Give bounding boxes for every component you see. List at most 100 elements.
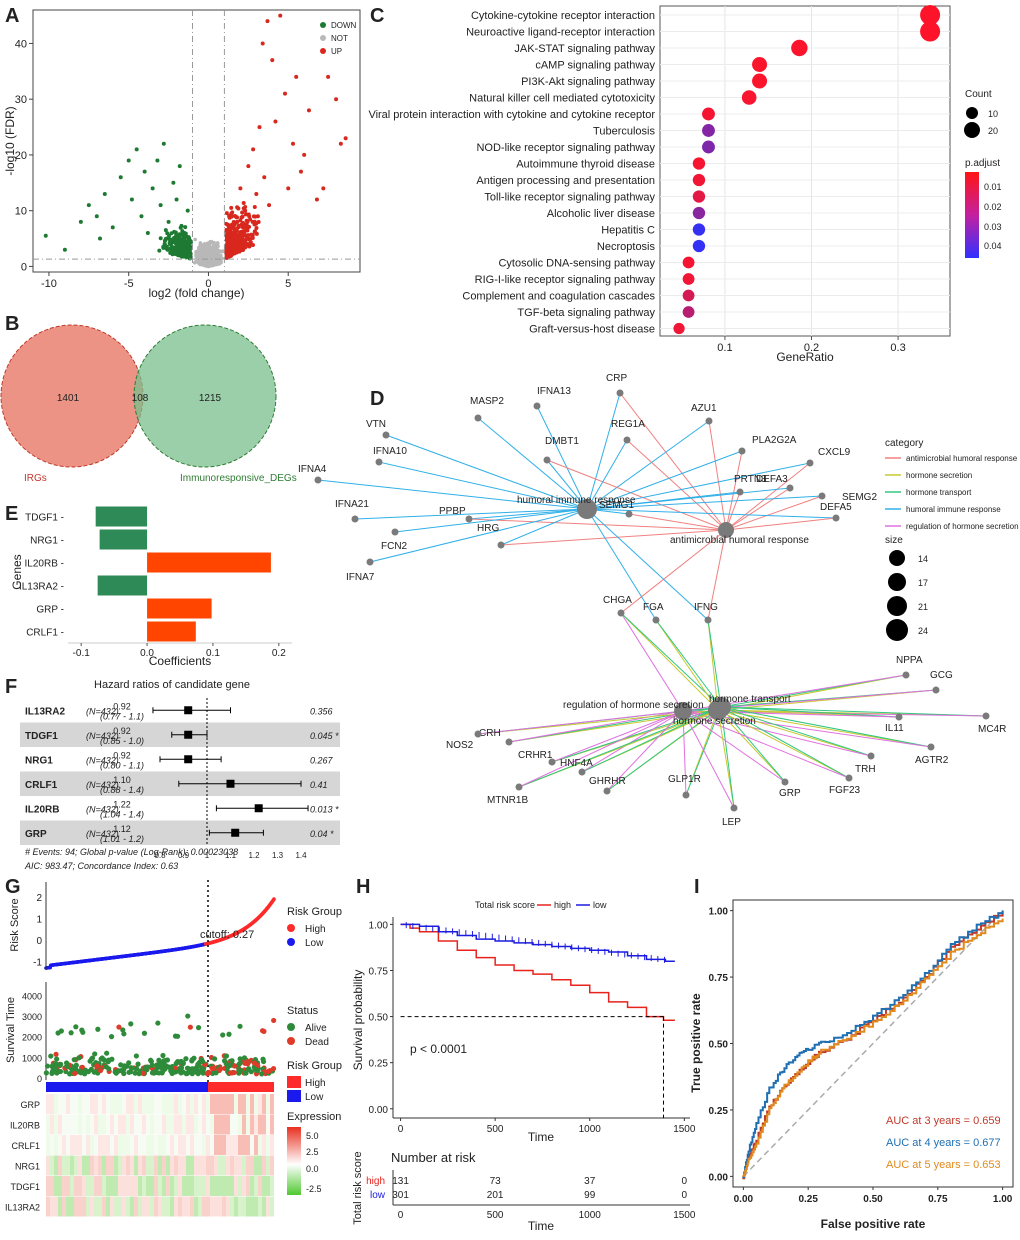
point-down [179,223,184,228]
gene-node [474,730,482,738]
point-not [208,239,213,244]
term-dot [702,107,715,121]
heatmap-cell [122,1114,126,1135]
point-down [102,191,107,196]
point-down [175,233,180,238]
survival-point [89,1055,96,1061]
coef-bar [147,621,196,642]
heatmap-cell [210,1155,214,1176]
gene-label: IL13RA2 - [19,582,64,593]
heatmap-cell [166,1114,170,1135]
heatmap-cell [262,1155,266,1176]
heatmap-cell [190,1094,194,1114]
heatmap-cell [86,1114,90,1135]
heatmap-cell [218,1135,222,1155]
y-axis-label: True positive rate [689,993,703,1093]
y-tick-label: 0.50 [709,1040,729,1051]
heatmap-cell [214,1155,218,1176]
point-down [182,234,187,239]
venn-label-irgs: IRGs [24,473,47,484]
y-tick-label: 0.00 [369,1105,389,1116]
gene-node [895,713,903,721]
network-edge [682,710,735,809]
heatmap-cell [62,1176,66,1196]
heatmap-cell [174,1155,178,1176]
gene-node [623,436,631,444]
term-label: Tuberculosis [593,126,655,138]
heatmap-cell [170,1176,174,1196]
point-not [209,259,214,264]
point-down [173,241,178,246]
survival-point [241,1055,248,1061]
heatmap-cell [190,1114,194,1135]
risk-table-x-tick: 1500 [673,1210,696,1221]
point-down [78,219,83,224]
heatmap-cell [170,1196,174,1217]
coef-bar [99,529,148,550]
forest-x-tick: 1.1 [225,851,237,860]
survival-point [141,1030,148,1036]
survival-point [169,1069,175,1075]
y-tick-label: 0.25 [369,1059,389,1070]
heatmap-cell [106,1094,110,1114]
heatmap-cell [74,1114,78,1135]
point-up [251,147,256,152]
network-edge [378,461,588,510]
legend-label-up: UP [331,47,342,56]
status-label-dead: Dead [305,1037,329,1048]
survival-point [220,1032,226,1038]
network-edge [725,495,823,531]
x-tick-label: 0.1 [206,648,220,659]
heatmap-cell [62,1155,66,1176]
x-tick-label: 0.2 [272,648,286,659]
point-down [145,230,150,235]
heatmap-cell [162,1176,166,1196]
heatmap-cell [110,1114,114,1135]
survival-point [113,1070,119,1076]
survival-point [44,1063,51,1069]
heatmap-cell [178,1176,182,1196]
heatmap-cell [138,1135,142,1155]
heatmap-cell [126,1135,130,1155]
risk-table-title: Number at risk [391,1150,476,1165]
heatmap-cell [166,1155,170,1176]
x-tick-label: -5 [124,278,134,290]
gene-node [736,488,744,496]
heatmap-cell [230,1114,234,1135]
heatmap-cell [174,1176,178,1196]
x-axis-label: Time [528,1130,555,1144]
heatmap-cell [242,1094,246,1114]
heatmap-cell [214,1094,218,1114]
heatmap-cell [70,1094,74,1114]
heatmap-cell [182,1114,186,1135]
heatmap-cell [98,1155,102,1176]
network-edge [725,462,811,531]
gene-label: SEMG2 [842,492,877,503]
gene-label: DEFA3 [756,474,788,485]
forest-x-tick: 0.9 [178,851,190,860]
panel-h-kaplan-meier: 0.00 0.25 0.50 0.75 1.00 0 500 1000 1500 Time Surv… [351,900,696,1233]
heatmap-cell [246,1094,250,1114]
point-up [227,240,232,245]
term-dot [702,124,715,137]
category-legend-label: hormone transport [906,488,972,497]
hub-label: humoral immune response [517,495,636,506]
heatmap-cell [222,1196,226,1217]
survival-point [71,1057,77,1063]
point-not [211,246,216,251]
heatmap-cell [234,1114,238,1135]
heatmap-cell [98,1176,102,1196]
heatmap-cell [218,1114,222,1135]
padj-tick-label: 0.03 [984,222,1002,232]
heatmap-cell [54,1155,58,1176]
gene-label: NRG1 - [30,536,64,547]
heatmap-cell [126,1176,130,1196]
survival-point [78,1070,84,1076]
survival-point [73,1062,79,1068]
network-edge [708,420,727,531]
heatmap-cell [146,1155,150,1176]
heatmap-cell [174,1196,178,1217]
network-edge [720,706,872,757]
term-dot [692,190,706,203]
survival-point [174,1033,181,1039]
